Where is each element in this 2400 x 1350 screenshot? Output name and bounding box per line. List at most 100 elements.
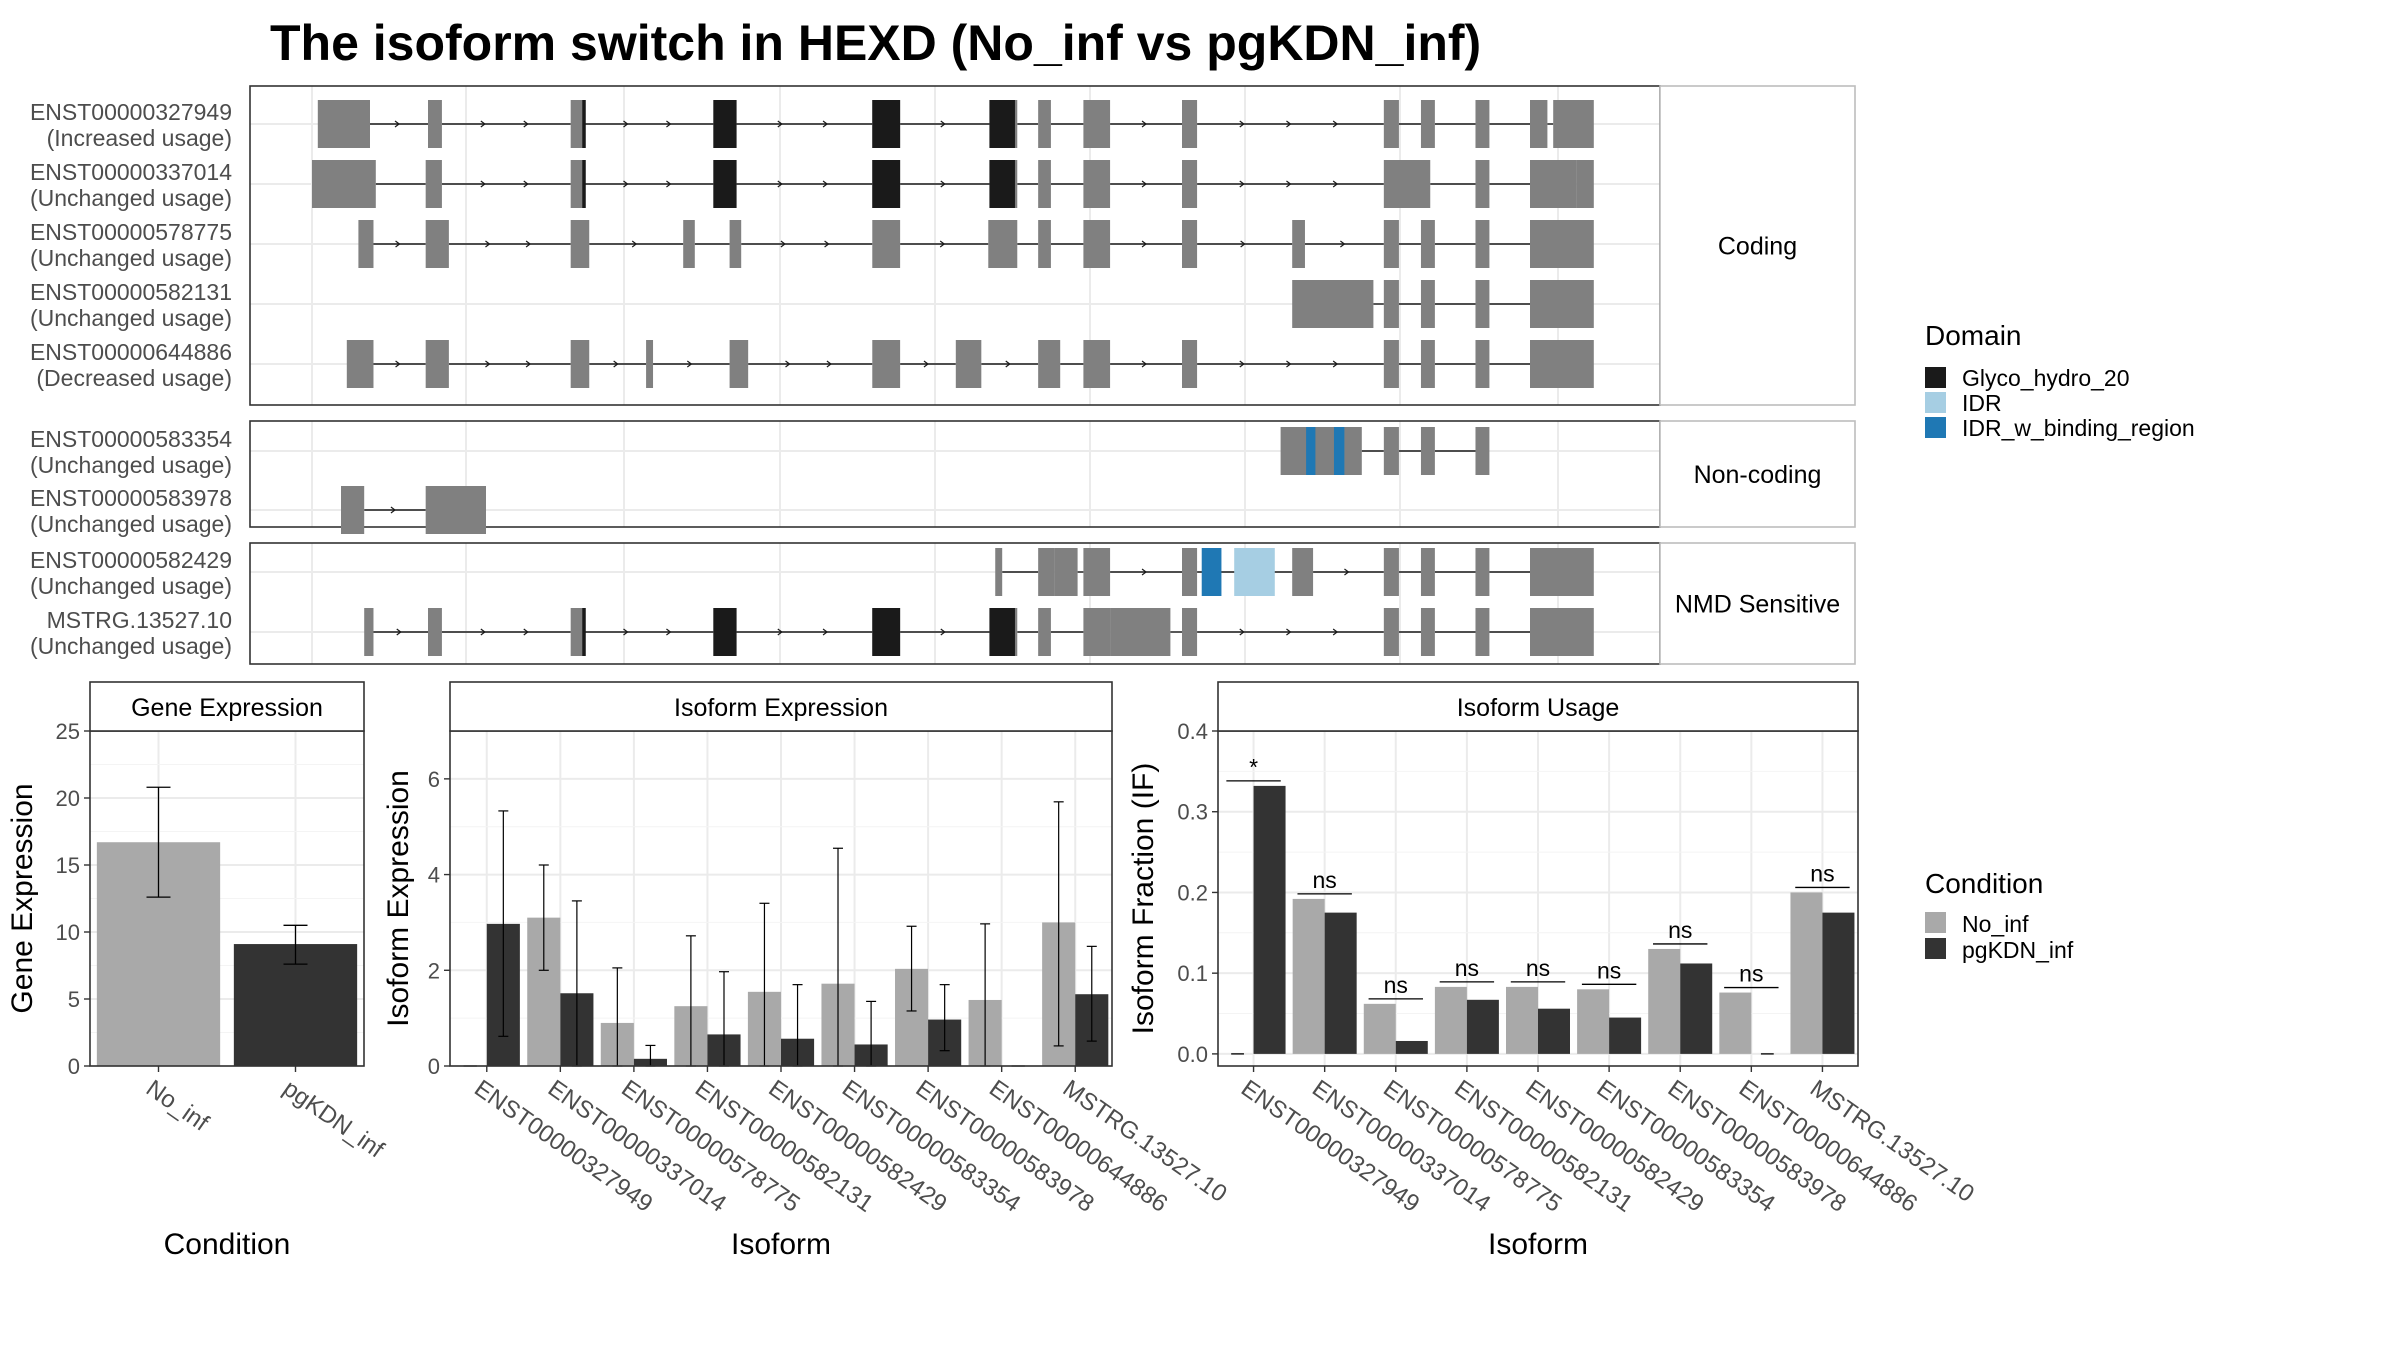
intron-direction-arrow	[824, 240, 830, 248]
structure-strip	[1659, 85, 1856, 406]
exon	[428, 608, 442, 656]
transcript-id-label: ENST00000578775	[30, 219, 232, 245]
y-tick-label: 5	[68, 987, 80, 1012]
exon	[1383, 608, 1399, 656]
exon	[1383, 160, 1431, 208]
y-tick-label: 20	[56, 786, 80, 811]
exon	[1530, 160, 1577, 208]
domain-legend-title: Domain	[1925, 320, 2021, 351]
intron-direction-arrow	[523, 180, 529, 188]
transcript-usage-label: (Unchanged usage)	[30, 185, 232, 211]
exon	[1038, 100, 1051, 148]
bar	[1253, 785, 1286, 1054]
significance-label: ns	[1526, 955, 1550, 981]
intron-direction-arrow	[395, 240, 401, 248]
significance-label: ns	[1810, 860, 1834, 886]
intron-direction-arrow	[623, 628, 629, 636]
exon	[1083, 220, 1111, 268]
transcript-id-label: ENST00000582131	[30, 279, 232, 305]
legend-key-glyco-hydro-20	[1925, 367, 1946, 388]
significance-label: ns	[1455, 955, 1479, 981]
exon	[955, 340, 982, 388]
domain-glyco-hydro-20	[713, 160, 737, 208]
intron-direction-arrow	[1239, 360, 1245, 368]
intron-direction-arrow	[826, 360, 832, 368]
exon	[1038, 548, 1055, 596]
intron-direction-arrow	[1141, 240, 1148, 248]
domain-glyco-hydro-20	[989, 160, 1015, 208]
y-tick-label: 0	[428, 1054, 440, 1079]
exon	[1420, 280, 1435, 328]
exon	[1475, 280, 1490, 328]
domain-idr-w-binding-region	[1333, 427, 1345, 475]
bar	[1719, 992, 1752, 1054]
domain-glyco-hydro-20	[989, 100, 1015, 148]
chart-strip	[1217, 681, 1859, 732]
intron-direction-arrow	[940, 180, 946, 188]
exon	[1420, 220, 1435, 268]
exon	[570, 160, 585, 208]
intron-direction-arrow	[525, 360, 532, 368]
exon	[1576, 160, 1594, 208]
domain-glyco-hydro-20	[989, 608, 1015, 656]
exon	[1530, 280, 1594, 328]
intron-direction-arrow	[396, 628, 402, 636]
transcript-usage-label: (Unchanged usage)	[30, 511, 232, 537]
intron-direction-arrow	[480, 628, 486, 636]
intron-direction-arrow	[686, 360, 693, 368]
intron-direction-arrow	[1141, 360, 1148, 368]
intron-direction-arrow	[1332, 180, 1339, 188]
exon	[317, 100, 370, 148]
legend-label-idr: IDR	[1962, 390, 2002, 416]
structure-strip-label: Coding	[1718, 233, 1797, 261]
bar	[1506, 986, 1538, 1054]
transcript-id-label: ENST00000583354	[30, 426, 232, 452]
legend-label-no-inf: No_inf	[1962, 911, 2029, 937]
intron-direction-arrow	[1240, 240, 1246, 248]
exon	[1530, 548, 1594, 596]
exon	[1383, 220, 1399, 268]
exon	[1475, 548, 1490, 596]
exon	[1383, 280, 1399, 328]
exon	[1182, 608, 1198, 656]
intron-direction-arrow	[525, 240, 532, 248]
exon	[1383, 548, 1399, 596]
intron-direction-arrow	[939, 240, 946, 248]
exon	[1292, 220, 1305, 268]
bar	[1680, 963, 1713, 1054]
x-axis-title: Condition	[164, 1228, 291, 1261]
intron-direction-arrow	[666, 628, 672, 636]
intron-direction-arrow	[1332, 628, 1339, 636]
exon	[341, 486, 365, 534]
exon	[425, 340, 449, 388]
intron-direction-arrow	[1344, 568, 1350, 576]
chart-strip	[89, 681, 365, 732]
condition-legend: Condition No_inf pgKDN_inf	[1925, 868, 2074, 963]
exon	[1182, 220, 1198, 268]
chart-strip-title: Gene Expression	[131, 694, 323, 722]
transcript-usage-label: (Unchanged usage)	[30, 452, 232, 478]
bar	[1363, 1003, 1396, 1054]
exon	[1383, 427, 1399, 475]
y-axis-title: Isoform Expression	[382, 770, 415, 1027]
exon	[1182, 340, 1198, 388]
exon	[570, 220, 590, 268]
exon	[346, 340, 374, 388]
x-tick-label: No_inf	[141, 1075, 214, 1137]
structure-panel-bg	[250, 543, 1660, 664]
exon	[425, 486, 486, 534]
exon	[1420, 427, 1435, 475]
legend-label-idr-w-binding-region: IDR_w_binding_region	[1962, 415, 2195, 441]
figure-title: The isoform switch in HEXD (No_inf vs pg…	[270, 15, 1481, 71]
exon	[1475, 100, 1490, 148]
domain-legend: Domain Glyco_hydro_20 IDR IDR_w_binding_…	[1925, 320, 2195, 441]
exon	[1475, 340, 1490, 388]
intron-direction-arrow	[623, 180, 629, 188]
intron-direction-arrow	[822, 628, 829, 636]
exon	[1530, 220, 1594, 268]
y-tick-label: 0.0	[1177, 1042, 1208, 1067]
transcript-usage-label: (Unchanged usage)	[30, 305, 232, 331]
chart-strip	[449, 681, 1113, 732]
exon	[1038, 608, 1051, 656]
transcript-id-label: ENST00000583978	[30, 485, 232, 511]
